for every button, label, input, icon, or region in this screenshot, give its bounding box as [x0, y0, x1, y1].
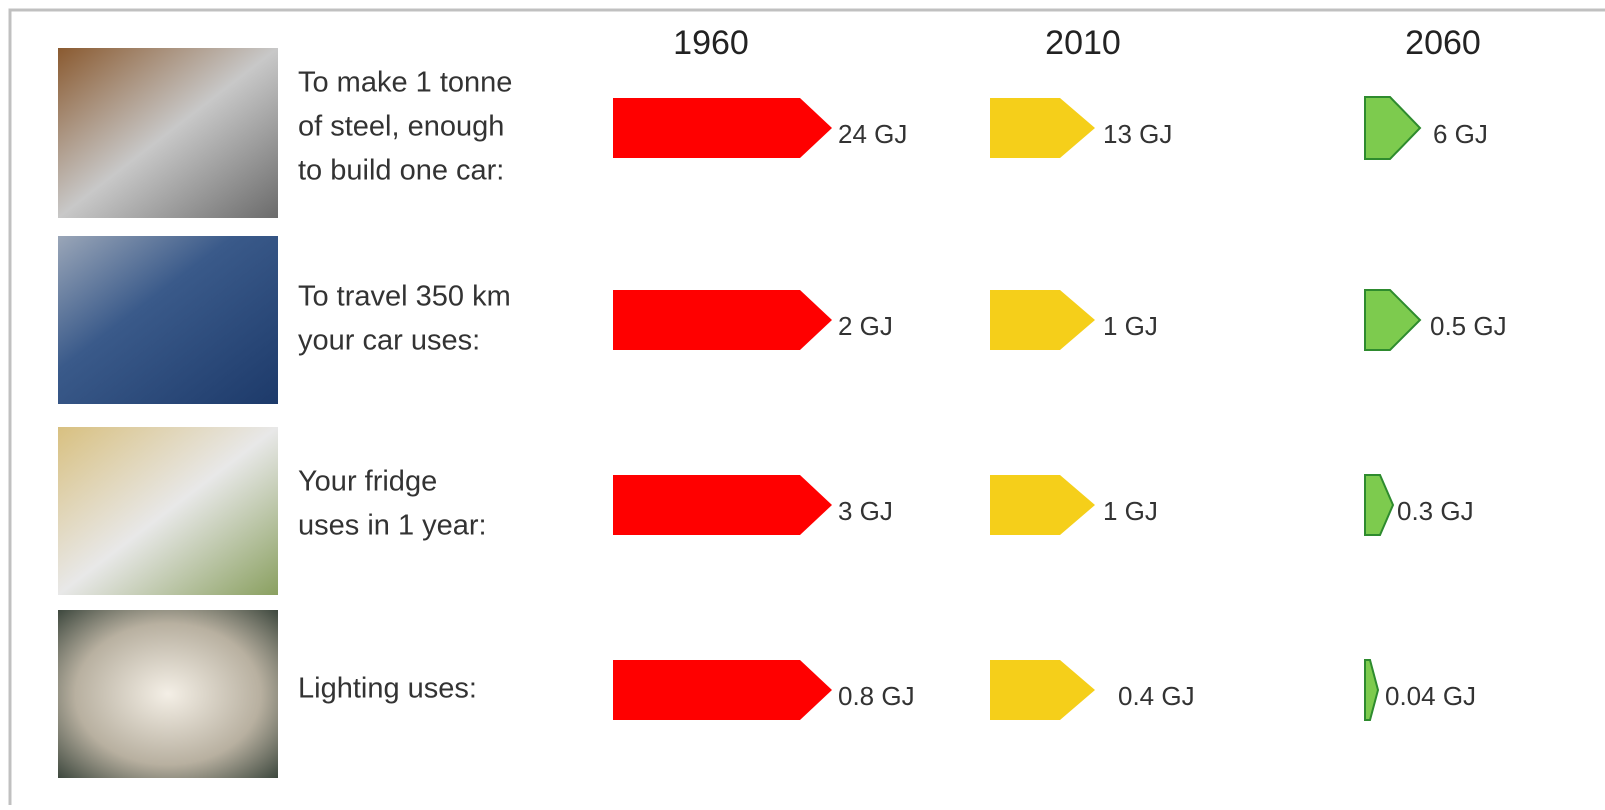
traffic-photo [58, 236, 278, 404]
energy-arrow [1365, 290, 1420, 350]
energy-value: 0.4 GJ [1118, 681, 1195, 711]
energy-arrow [1365, 475, 1393, 535]
energy-arrow [990, 475, 1095, 535]
energy-value: 0.04 GJ [1385, 681, 1476, 711]
row-label: your car uses: [298, 325, 480, 357]
energy-value: 0.8 GJ [838, 681, 915, 711]
row-label: To make 1 tonne [298, 67, 512, 99]
energy-value: 13 GJ [1103, 119, 1172, 149]
energy-arrow [1365, 97, 1420, 159]
energy-arrow [1365, 660, 1378, 720]
steel-photo [58, 48, 278, 218]
row-label: Your fridge [298, 466, 437, 498]
energy-value: 0.5 GJ [1430, 311, 1507, 341]
row-label: of steel, enough [298, 111, 504, 143]
energy-value: 0.3 GJ [1397, 496, 1474, 526]
energy-value: 2 GJ [838, 311, 893, 341]
lighting-photo [58, 610, 278, 778]
year-heading: 2010 [1045, 24, 1121, 62]
energy-value: 1 GJ [1103, 496, 1158, 526]
page: {"header": {"years": ["1960", "2010", "2… [0, 0, 1605, 810]
energy-arrow [990, 98, 1095, 158]
row-label: Lighting uses: [298, 673, 477, 705]
year-heading: 2060 [1405, 24, 1481, 62]
energy-arrow [613, 660, 832, 720]
energy-value: 3 GJ [838, 496, 893, 526]
energy-arrow [613, 475, 832, 535]
row-label: To travel 350 km [298, 281, 511, 313]
energy-value: 6 GJ [1433, 119, 1488, 149]
year-heading: 1960 [673, 24, 749, 62]
fridge-photo [58, 427, 278, 595]
slide: 1960 2010 2060 To make 1 tonne of steel, eno… [0, 0, 1605, 805]
row-label: to build one car: [298, 155, 504, 187]
row-label: uses in 1 year: [298, 510, 487, 542]
energy-value: 1 GJ [1103, 311, 1158, 341]
energy-arrow [613, 98, 832, 158]
energy-arrow [613, 290, 832, 350]
energy-value: 24 GJ [838, 119, 907, 149]
energy-arrow [990, 660, 1095, 720]
energy-arrow [990, 290, 1095, 350]
